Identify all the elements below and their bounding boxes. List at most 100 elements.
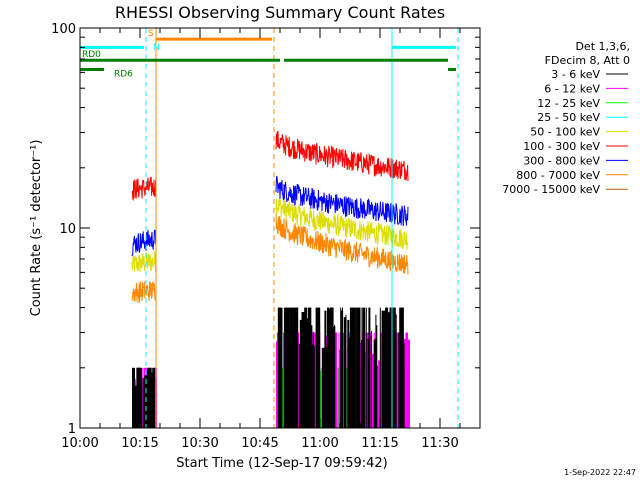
band-strip <box>344 342 346 428</box>
legend-label-800-7000-kev: 800 - 7000 keV <box>516 169 600 182</box>
band-strip <box>336 367 340 428</box>
band-strip <box>301 312 305 428</box>
band-strip <box>312 344 314 428</box>
band-strip <box>349 337 350 428</box>
band-strip <box>307 307 311 428</box>
band-strip <box>294 307 296 428</box>
series-300-800-kev-segment-1 <box>275 175 409 227</box>
timestamp: 1-Sep-2022 22:47 <box>564 468 636 477</box>
band-strip <box>325 347 328 428</box>
band-strip <box>349 307 353 428</box>
series-800-7000-kev-segment-1 <box>275 213 409 275</box>
x-tick-label: 10:30 <box>181 436 218 451</box>
band-strip <box>338 332 340 428</box>
band-strip <box>334 325 336 428</box>
band-strip <box>357 307 360 428</box>
band-strip <box>375 314 377 428</box>
legend-label-3-6-kev: 3 - 6 keV <box>551 68 600 81</box>
band-strip <box>382 310 386 428</box>
legend-label-7000-15000-kev: 7000 - 15000 keV <box>502 183 600 196</box>
band-strip <box>403 343 405 428</box>
y-tick-label: 10 <box>59 222 76 237</box>
data-layer <box>131 130 410 428</box>
axes: 10:00 10:15 10:30 10:45 11:00 11:15 11:30 1 10 10… <box>51 22 480 451</box>
band-strip <box>316 330 318 428</box>
band-strip <box>367 338 369 428</box>
band-strip <box>355 307 357 428</box>
series-50-100-kev-segment-0 <box>131 251 157 273</box>
band-strip <box>371 331 372 428</box>
band-strip <box>285 307 288 428</box>
band-strip <box>347 319 350 428</box>
band-strip <box>406 332 408 428</box>
band-strip <box>330 307 334 428</box>
y-axis-label: Count Rate (s⁻¹ detector⁻¹) <box>29 140 44 317</box>
x-tick-label: 11:00 <box>301 436 338 451</box>
band-strip <box>327 308 331 428</box>
flag-rd6-label: RD6 <box>114 70 133 80</box>
series-100-300-kev-segment-0 <box>131 176 157 202</box>
band-strip <box>395 314 397 428</box>
flag-rd0-label: RD0 <box>82 50 101 60</box>
legend-label-50-100-kev: 50 - 100 keV <box>530 126 600 139</box>
band-strip <box>283 307 285 428</box>
band-strip <box>386 312 390 428</box>
band-strip <box>381 310 383 428</box>
band-strip <box>398 332 400 428</box>
band-strip <box>396 332 400 428</box>
legend-label-6-12-kev: 6 - 12 keV <box>544 82 600 95</box>
band-strip <box>365 332 369 428</box>
band-strip <box>296 307 299 428</box>
band-strip <box>319 324 321 428</box>
band-strip <box>277 307 280 428</box>
band-strip <box>386 307 387 428</box>
band-strip <box>298 332 299 428</box>
x-tick-label: 11:30 <box>421 436 458 451</box>
series-100-300-kev-segment-1 <box>275 130 409 182</box>
band-strip <box>313 345 315 428</box>
band-strip <box>335 332 337 428</box>
band-strip <box>320 367 322 428</box>
legend-label-25-50-kev: 25 - 50 keV <box>537 111 600 124</box>
band-strip <box>399 307 402 428</box>
band-strip <box>340 307 342 428</box>
band-strip <box>292 307 296 428</box>
band-strip <box>139 367 142 428</box>
band-strip <box>147 367 150 428</box>
band-strip <box>345 314 347 428</box>
band-strip <box>289 307 293 428</box>
band-strip <box>305 307 307 428</box>
x-tick-label: 10:15 <box>121 436 158 451</box>
band-strip <box>313 331 314 428</box>
band-strip <box>351 307 355 428</box>
band-strip <box>149 367 152 428</box>
series-3-6-kev-band-0 <box>132 367 156 428</box>
chart-title: RHESSI Observing Summary Count Rates <box>115 3 445 22</box>
band-strip <box>360 307 362 428</box>
band-strip <box>365 307 367 428</box>
band-strip <box>279 307 283 428</box>
band-strip <box>394 307 396 428</box>
band-strip <box>392 307 396 428</box>
band-strip <box>376 325 378 428</box>
legend-label-12-25-kev: 12 - 25 keV <box>537 97 600 110</box>
legend-header-line2: FDecim 8, Att 0 <box>545 54 630 67</box>
series-800-7000-kev-segment-0 <box>131 281 157 303</box>
band-strip <box>146 385 148 428</box>
band-strip <box>321 347 325 428</box>
band-strip <box>310 307 312 428</box>
x-axis-label: Start Time (12-Sep-17 09:59:42) <box>176 456 387 471</box>
band-strip <box>342 307 343 428</box>
y-tick-label: 100 <box>51 22 76 37</box>
legend-label-300-800-kev: 300 - 800 keV <box>523 154 600 167</box>
x-tick-label: 11:15 <box>361 436 398 451</box>
x-tick-label: 10:45 <box>241 436 278 451</box>
band-strip <box>287 307 290 428</box>
band-strip <box>361 340 363 428</box>
series-50-100-kev-segment-1 <box>275 198 409 250</box>
band-strip <box>142 378 145 428</box>
band-strip <box>353 307 356 428</box>
flag-saa-label: S <box>148 29 154 39</box>
